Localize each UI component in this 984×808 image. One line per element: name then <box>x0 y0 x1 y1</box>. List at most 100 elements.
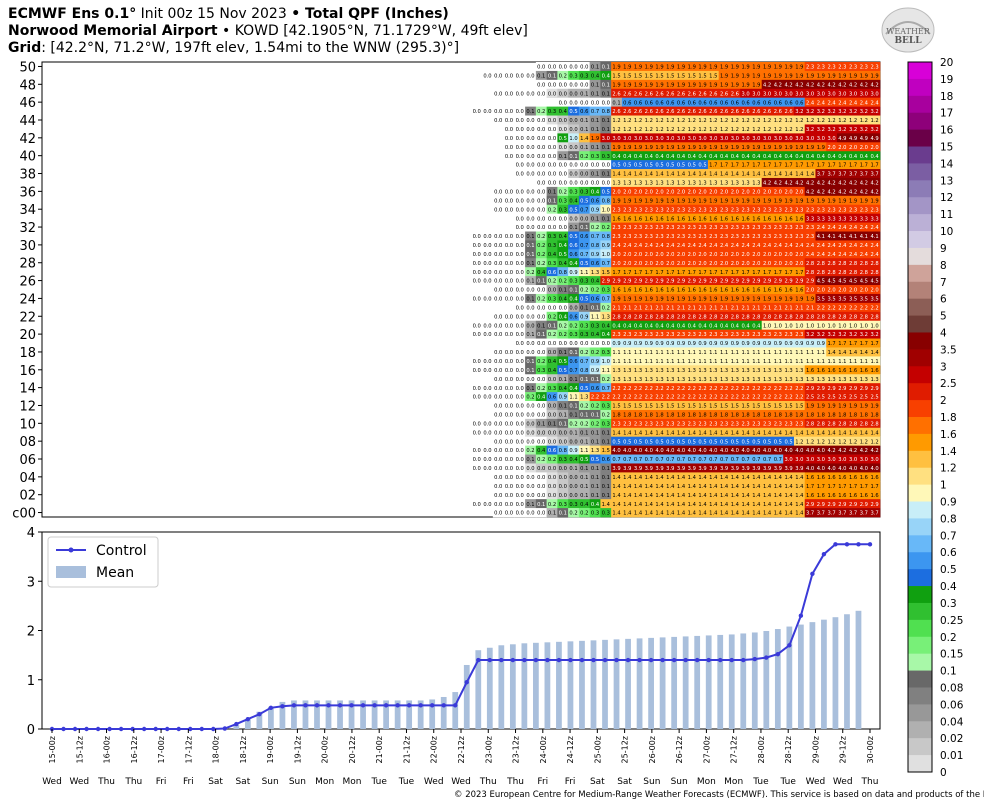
heatmap-cell <box>707 365 719 375</box>
heatmap-cell-value: 4.0 <box>688 448 696 454</box>
heatmap-cell-value: 2.9 <box>817 386 825 392</box>
heatmap-cell <box>589 383 601 393</box>
heatmap-cell-value: 2.0 <box>698 252 706 258</box>
day-label: Wed <box>42 777 62 787</box>
title-line-2: Norwood Memorial Airport • KOWD [42.1905… <box>8 23 528 40</box>
heatmap-cell-value: 1.4 <box>612 172 621 178</box>
heatmap-cell <box>675 70 687 81</box>
heatmap-cell <box>546 285 558 295</box>
control-point <box>418 703 423 708</box>
heatmap-cell <box>793 320 806 330</box>
heatmap-cell <box>664 177 676 188</box>
heatmap-cell-value: 0.0 <box>526 127 534 133</box>
heatmap-cell-value: 3.7 <box>838 172 846 178</box>
heatmap-cell <box>482 320 494 330</box>
heatmap-cell-value: 1.9 <box>784 74 792 80</box>
heatmap-cell-value: 1.9 <box>720 198 728 204</box>
heatmap-cell-value: 1.1 <box>623 359 631 365</box>
heatmap-cell-value: 0.4 <box>709 323 718 329</box>
heatmap-cell-value: 1.9 <box>720 82 728 88</box>
heatmap-cell-value: 3.2 <box>860 332 868 338</box>
heatmap-cell <box>503 133 515 143</box>
heatmap-cell-value: 0.2 <box>548 279 556 285</box>
heatmap-cell <box>664 436 676 446</box>
heatmap-cell <box>514 302 526 313</box>
heatmap-cell-value: 1.1 <box>763 350 771 356</box>
heatmap-cell-value: 0.4 <box>677 323 686 329</box>
heatmap-cell-value: 0.0 <box>559 91 567 97</box>
heatmap-cell <box>654 293 666 304</box>
heatmap-cell-value: 2.4 <box>860 243 869 249</box>
heatmap-cell <box>697 62 709 72</box>
heatmap-cell-value: 2.0 <box>634 261 642 267</box>
heatmap-cell-value: 0.6 <box>720 100 728 106</box>
heatmap-cell <box>578 374 590 384</box>
heatmap-cell <box>686 88 698 98</box>
heatmap-cell <box>578 436 590 446</box>
heatmap-cell <box>740 329 752 339</box>
day-label: Fri <box>537 777 548 787</box>
heatmap-cell <box>697 204 709 214</box>
day-label: Mon <box>724 777 743 787</box>
heatmap-cell-value: 0.5 <box>580 386 588 392</box>
control-point <box>810 571 815 577</box>
heatmap-cell <box>525 240 537 250</box>
heatmap-cell-value: 0.0 <box>494 288 502 294</box>
day-label: Sun <box>262 777 279 787</box>
heatmap-cell-value: 0.4 <box>569 386 578 392</box>
heatmap-cell-value: 0.1 <box>591 413 599 419</box>
heatmap-cell-value: 1.1 <box>795 350 803 356</box>
heatmap-cell-value: 2.0 <box>741 252 749 258</box>
heatmap-cell <box>869 427 881 438</box>
colorbar-label: 7 <box>940 277 947 289</box>
heatmap-cell <box>836 97 849 107</box>
heatmap-cell-value: 2.1 <box>731 305 739 311</box>
heatmap-cell-value: 1.9 <box>795 145 803 151</box>
heatmap-cell-value: 0.0 <box>580 82 588 88</box>
heatmap-cell-value: 0.2 <box>580 154 588 160</box>
heatmap-cell <box>697 329 709 339</box>
heatmap-cell-value: 0.4 <box>569 261 578 267</box>
heatmap-cell-value: 2.0 <box>817 288 825 294</box>
heatmap-cell <box>503 231 515 241</box>
colorbar-label: 13 <box>940 175 953 187</box>
heatmap-cell-value: 2.8 <box>752 314 760 320</box>
heatmap-cell-value: 1.6 <box>688 288 696 294</box>
heatmap-cell-value: 0.1 <box>602 430 610 436</box>
heatmap-cell <box>858 409 870 420</box>
heatmap-cell-value: 0.1 <box>559 377 567 383</box>
heatmap-cell <box>621 311 633 322</box>
heatmap-cell <box>729 427 741 438</box>
heatmap-cell <box>750 374 763 384</box>
heatmap-cell <box>826 329 838 339</box>
heatmap-cell-value: 2.3 <box>698 421 706 427</box>
heatmap-cell-value: 1.6 <box>612 288 620 294</box>
heatmap-cell <box>654 115 666 125</box>
heatmap-cell <box>804 401 816 411</box>
heatmap-cell-value: 2.4 <box>795 243 804 249</box>
heatmap-cell <box>600 418 612 429</box>
heatmap-cell-value: 0.0 <box>516 216 524 222</box>
heatmap-cell-value: 1.1 <box>612 350 620 356</box>
heatmap-cell-value: 1.4 <box>634 172 643 178</box>
heatmap-cell <box>557 97 569 107</box>
heatmap-cell <box>772 258 784 268</box>
heatmap-cell-value: 1.9 <box>612 297 620 303</box>
heatmap-cell-value: 0.0 <box>559 65 567 71</box>
line-xtick-label: 28-00z <box>757 736 766 763</box>
heatmap-cell <box>535 62 547 72</box>
heatmap-cell-value: 1.9 <box>591 136 599 142</box>
heatmap-cell-value: 0.4 <box>602 74 611 80</box>
heatmap-cell-value: 3.3 <box>860 216 868 222</box>
heatmap-cell <box>675 160 687 170</box>
heatmap-cell-value: 1.6 <box>666 216 674 222</box>
heatmap-cell <box>643 204 655 214</box>
colorbar-swatch <box>908 636 932 655</box>
heatmap-cell-value: 2.1 <box>623 305 631 311</box>
heatmap-cell-value: 0.4 <box>612 154 621 160</box>
heatmap-cell <box>589 338 601 348</box>
heatmap-cell <box>568 258 580 268</box>
heatmap-cell <box>740 320 752 330</box>
heatmap-cell <box>675 106 687 116</box>
heatmap-cell-value: 2.8 <box>817 421 825 427</box>
